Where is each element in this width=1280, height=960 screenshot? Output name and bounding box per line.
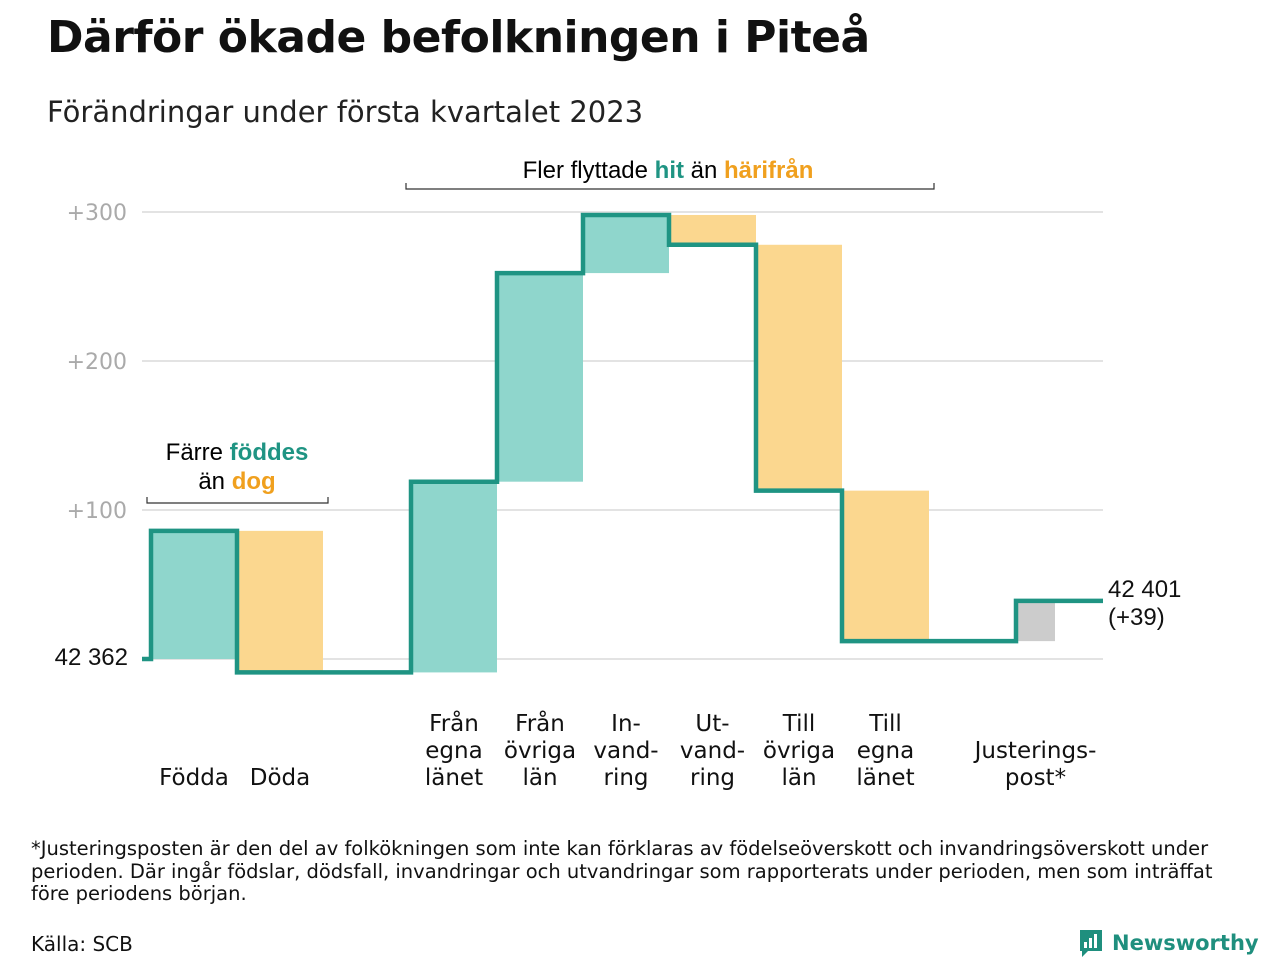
category-labels: Födda DödaFrånegnalänetFrånövrigalänIn-va…	[159, 709, 1096, 791]
category-label: övriga	[763, 738, 835, 764]
newsworthy-logo-icon	[1080, 930, 1102, 957]
category-label: egna	[857, 738, 914, 764]
annotation-line-1: Färre föddes	[166, 439, 309, 466]
category-label: Ut-	[695, 711, 729, 737]
category-label: Från	[515, 709, 565, 737]
y-tick-label: +200	[67, 350, 127, 375]
category-label: post*	[1005, 765, 1066, 791]
category-label: Till	[868, 711, 902, 737]
annotation-text: än	[198, 468, 231, 495]
category-label: Till	[782, 711, 816, 737]
annotation-highlight-orange: härifrån	[724, 157, 813, 184]
category-label: vand-	[593, 738, 658, 764]
category-label: län	[522, 765, 557, 791]
annotation-highlight-teal: hit	[655, 157, 684, 184]
bars	[151, 214, 1055, 673]
end-change-label: (+39)	[1108, 604, 1165, 631]
annotation-text: Fler flyttade	[523, 157, 655, 184]
waterfall-chart: +100+200+300 Födda DödaFrånegnalänetFrånö…	[55, 157, 1182, 791]
bar-decrease	[756, 244, 842, 491]
brand-logo[interactable]: Newsworthy	[1078, 928, 1259, 958]
source-label: Källa: SCB	[31, 932, 133, 956]
bar-adjustment	[1016, 600, 1055, 642]
bar-increase	[583, 214, 669, 274]
annotation-text: Färre	[166, 439, 230, 466]
footnote: *Justeringsposten är den del av folkökni…	[31, 837, 1213, 905]
category-label: vand-	[680, 738, 745, 764]
births-deaths-annotation: Färre föddes än dog	[146, 439, 329, 504]
y-tick-label: +100	[67, 499, 127, 524]
start-total-label: 42 362	[55, 644, 128, 671]
category-label: län	[781, 765, 816, 791]
bar-increase	[151, 530, 237, 659]
category-label: länet	[856, 765, 914, 791]
category-label: ring	[603, 765, 648, 791]
annotation-bracket	[146, 497, 329, 504]
bar-decrease	[842, 490, 929, 642]
bar-increase	[497, 273, 583, 482]
end-total-label: 42 401	[1108, 576, 1181, 603]
annotation-highlight-orange: dog	[232, 468, 276, 495]
category-label: Födda	[159, 765, 229, 791]
annotation-text: än	[684, 157, 724, 184]
annotation-highlight-teal: föddes	[230, 439, 309, 466]
category-label: Justerings-	[973, 738, 1097, 764]
y-tick-label: +300	[67, 201, 127, 226]
category-label: Från	[429, 709, 479, 737]
running-total-path	[142, 212, 1103, 675]
annotation-bracket	[405, 183, 935, 190]
brand-name: Newsworthy	[1112, 931, 1259, 955]
migration-annotation-text: Fler flyttade hit än härifrån	[523, 157, 814, 184]
category-label: övriga	[504, 738, 576, 764]
category-label: Döda	[250, 765, 310, 791]
migration-annotation: Fler flyttade hit än härifrån	[405, 157, 935, 190]
category-label: egna	[425, 738, 482, 764]
chart-title: Därför ökade befolkningen i Piteå	[47, 12, 870, 63]
category-label: ring	[690, 765, 735, 791]
chart-subtitle: Förändringar under första kvartalet 2023	[47, 95, 644, 129]
bar-increase	[411, 481, 497, 673]
running-total-line	[142, 212, 1103, 675]
category-label: In-	[611, 711, 641, 737]
bar-decrease	[669, 214, 756, 245]
category-label: länet	[425, 765, 483, 791]
bar-decrease	[237, 530, 323, 673]
annotation-line-2: än dog	[198, 468, 275, 495]
